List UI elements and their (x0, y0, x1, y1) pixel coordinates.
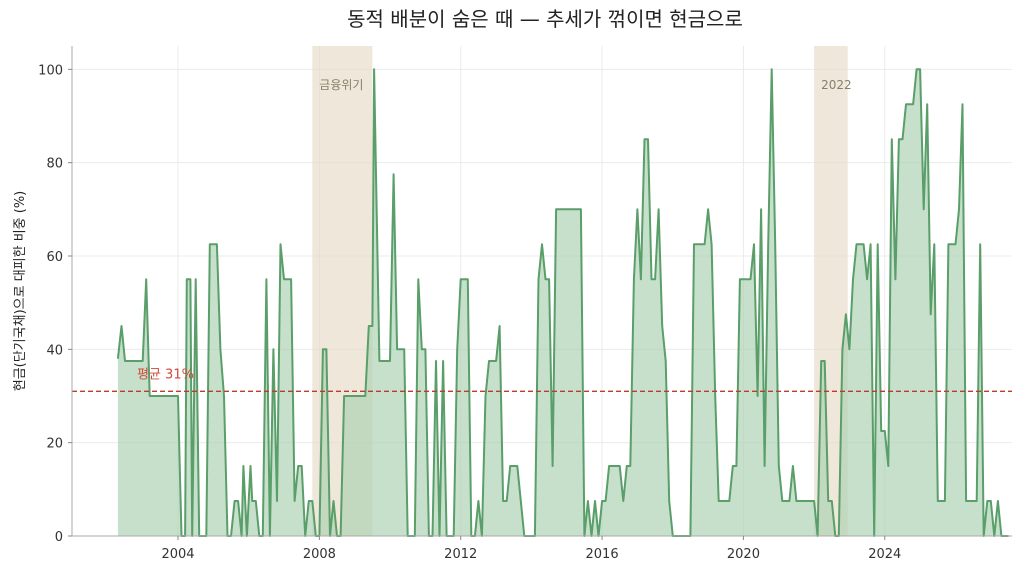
y-tick-label: 100 (38, 63, 63, 78)
shaded-region-label: 금융위기 (319, 78, 363, 92)
x-tick-label: 2008 (303, 547, 336, 562)
y-tick-label: 20 (46, 437, 63, 452)
x-tick-label: 2020 (727, 547, 760, 562)
series-group (116, 68, 1009, 537)
mean-label: 평균 31% (137, 367, 194, 382)
x-tick-label: 2012 (444, 547, 477, 562)
y-tick-label: 80 (46, 157, 63, 172)
x-tick-label: 2024 (868, 547, 901, 562)
series-line (116, 68, 1009, 537)
mean-line-group: 평균 31% (72, 367, 1012, 392)
y-axis-label: 현금(단기국채)으로 대피한 비중 (%) (13, 191, 28, 392)
y-tick-label: 40 (46, 343, 63, 358)
shaded-region-label: 2022 (821, 78, 852, 92)
series-area (117, 69, 1009, 537)
y-tick-label: 60 (46, 250, 63, 265)
chart-title: 동적 배분이 숨은 때 — 추세가 꺾이면 현금으로 (347, 7, 743, 31)
x-tick-label: 2004 (161, 547, 194, 562)
y-tick-label: 0 (55, 530, 63, 545)
x-tick-label: 2016 (586, 547, 619, 562)
axes: 2004 2008 2012 2016 2020 2024 0 20 40 60 80 100 (38, 46, 1012, 562)
